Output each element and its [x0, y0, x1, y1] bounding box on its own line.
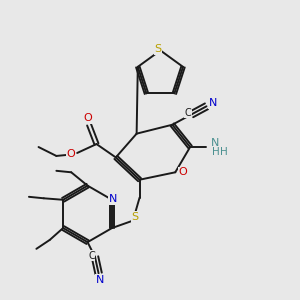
Text: S: S [132, 212, 139, 222]
Text: S: S [154, 44, 162, 54]
Text: O: O [67, 149, 76, 160]
Text: C: C [185, 108, 191, 118]
Text: H: H [220, 147, 228, 158]
Text: O: O [83, 113, 92, 123]
Text: N: N [96, 275, 104, 285]
Text: C: C [88, 250, 95, 260]
Text: H: H [212, 147, 219, 158]
Text: N: N [209, 98, 217, 108]
Text: N: N [211, 139, 220, 148]
Text: O: O [178, 167, 187, 177]
Text: N: N [109, 194, 117, 204]
Text: S: S [132, 212, 139, 222]
